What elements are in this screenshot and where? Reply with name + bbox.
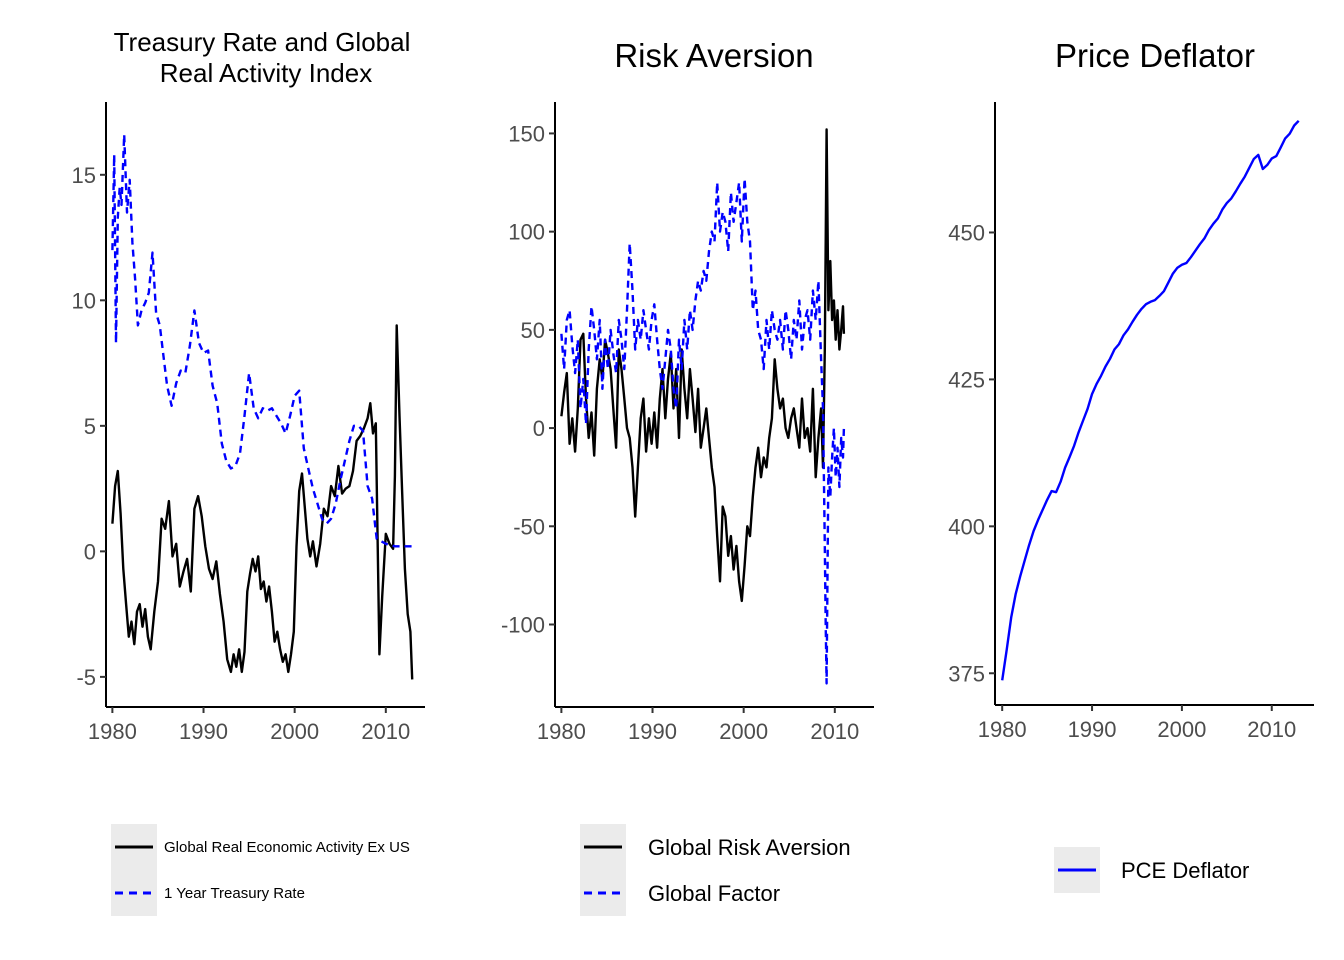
y-tick-label: -50 [513, 514, 545, 539]
panel-title-line-1: Treasury Rate and Global [114, 27, 411, 57]
panel-risk-aversion: Risk Aversion -100 -50 0 50 100 150 1980 1990 2… [501, 37, 874, 916]
panel-price-deflator: Price Deflator 375 400 425 450 1980 1990 2000… [948, 37, 1314, 893]
y-tick-label: 50 [521, 318, 545, 343]
y-ticks: -5 0 5 10 15 [72, 163, 106, 690]
panel-title-line-2: Real Activity Index [160, 58, 372, 88]
x-tick-label: 2010 [810, 719, 859, 744]
y-tick-label: 5 [84, 414, 96, 439]
y-tick-label: 150 [508, 121, 545, 146]
legend-label-treasury-rate: 1 Year Treasury Rate [164, 885, 305, 902]
x-tick-label: 2010 [1247, 717, 1296, 742]
x-ticks: 1980 1990 2000 2010 [88, 707, 410, 744]
legend-label-global-risk-aversion: Global Risk Aversion [648, 835, 851, 860]
x-tick-label: 1990 [179, 719, 228, 744]
plot-area [560, 128, 846, 685]
x-tick-label: 1980 [88, 719, 137, 744]
x-tick-label: 1990 [628, 719, 677, 744]
x-tick-label: 1980 [978, 717, 1027, 742]
y-tick-label: 0 [533, 416, 545, 441]
y-tick-label: 375 [948, 661, 985, 686]
y-tick-label: 450 [948, 220, 985, 245]
y-ticks: -100 -50 0 50 100 150 [501, 121, 555, 638]
legend-key-background [111, 824, 157, 916]
x-tick-label: 2000 [719, 719, 768, 744]
legend-label-global-factor: Global Factor [648, 881, 780, 906]
x-ticks: 1980 1990 2000 2010 [537, 707, 859, 744]
x-tick-label: 2000 [1157, 717, 1206, 742]
series-line-0 [1001, 119, 1300, 681]
y-tick-label: 10 [72, 288, 96, 313]
legend: Global Real Economic Activity Ex US 1 Ye… [111, 824, 410, 916]
legend: PCE Deflator [1054, 847, 1249, 893]
plot-area [111, 133, 414, 680]
series-line-0 [111, 324, 414, 680]
series-line-1 [560, 177, 846, 685]
plot-area [1001, 119, 1300, 681]
panel-title: Risk Aversion [614, 37, 813, 74]
y-tick-label: 15 [72, 163, 96, 188]
panel-title: Price Deflator [1055, 37, 1255, 74]
x-tick-label: 2000 [270, 719, 319, 744]
legend-label-global-real-activity: Global Real Economic Activity Ex US [164, 839, 410, 856]
x-tick-label: 2010 [361, 719, 410, 744]
y-tick-label: 400 [948, 514, 985, 539]
y-ticks: 375 400 425 450 [948, 220, 995, 686]
panel-treasury-activity: Treasury Rate and Global Real Activity I… [72, 27, 425, 916]
y-tick-label: 0 [84, 539, 96, 564]
series-line-1 [111, 133, 414, 548]
legend-key-background [580, 824, 626, 916]
x-ticks: 1980 1990 2000 2010 [978, 705, 1296, 742]
y-tick-label: 425 [948, 367, 985, 392]
y-tick-label: -5 [76, 665, 96, 690]
series-line-0 [560, 128, 846, 603]
legend-label-pce-deflator: PCE Deflator [1121, 858, 1249, 883]
legend: Global Risk Aversion Global Factor [580, 824, 851, 916]
y-tick-label: -100 [501, 613, 545, 638]
x-tick-label: 1990 [1068, 717, 1117, 742]
x-tick-label: 1980 [537, 719, 586, 744]
y-tick-label: 100 [508, 220, 545, 245]
